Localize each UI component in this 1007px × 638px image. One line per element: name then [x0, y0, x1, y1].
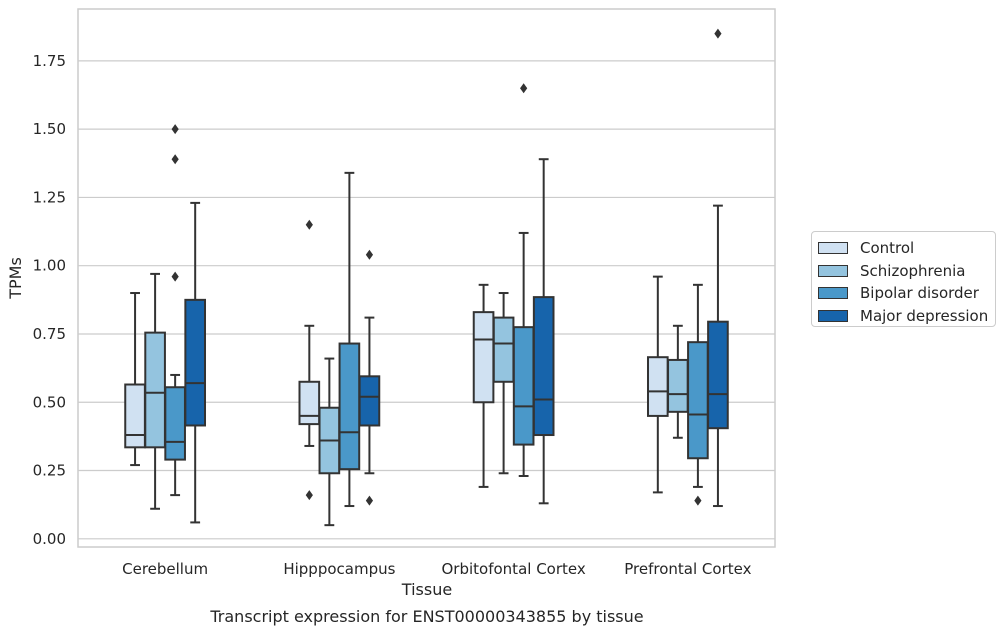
outlier-point: [365, 495, 374, 506]
legend-swatch: [818, 264, 848, 277]
outlier-point: [520, 83, 528, 94]
box-iqr: [184, 298, 207, 427]
outlier-point: [365, 249, 374, 260]
box-iqr: [144, 331, 166, 449]
box-0-0: [124, 292, 146, 467]
box-0-1: [144, 272, 166, 510]
chart-caption: Transcript expression for ENST0000034385…: [209, 607, 643, 626]
legend-swatch: [818, 242, 848, 255]
box-3-2: [687, 283, 709, 506]
box-1-3: [358, 249, 381, 506]
x-tick-label: Cerebellum: [122, 560, 208, 578]
box-2-3: [532, 158, 555, 505]
x-tick-labels: Cerebellum Hipppocampus Orbitofontal Corte…: [122, 560, 751, 578]
x-tick-label: Hipppocampus: [283, 560, 395, 578]
legend-item: Bipolar disorder: [818, 282, 995, 305]
box-iqr: [646, 356, 669, 417]
box-iqr: [124, 383, 146, 449]
box-1-1: [318, 357, 341, 527]
box-1-2: [338, 171, 361, 508]
outlier-point: [714, 28, 722, 39]
y-tick-label: 1.75: [33, 52, 66, 70]
box-iqr: [472, 311, 495, 404]
box-iqr: [687, 341, 709, 460]
box-3-1: [667, 324, 689, 439]
outlier-point: [305, 219, 313, 230]
legend-label: Schizophrenia: [860, 261, 966, 280]
gridlines: [78, 60, 775, 540]
legend-item: Schizophrenia: [818, 260, 995, 283]
y-axis-label: TPMs: [6, 257, 25, 300]
box-3-3: [707, 28, 729, 508]
y-tick-label: 1.25: [33, 188, 66, 206]
box-3-0: [646, 275, 669, 494]
boxes: [124, 28, 729, 527]
box-2-0: [472, 283, 495, 488]
outlier-point: [305, 490, 313, 501]
outlier-point: [694, 495, 702, 506]
legend-label: Bipolar disorder: [860, 284, 979, 303]
box-iqr: [298, 380, 321, 426]
box-iqr: [532, 296, 555, 437]
box-iqr: [358, 375, 381, 427]
outlier-point: [171, 271, 179, 282]
legend-item: Control: [818, 237, 995, 260]
box-1-0: [298, 219, 321, 501]
y-tick-label: 1.00: [33, 257, 66, 275]
legend-swatch: [818, 287, 848, 300]
box-iqr: [492, 316, 515, 383]
box-iqr: [512, 326, 535, 446]
outlier-point: [171, 124, 179, 135]
y-tick-label: 1.50: [33, 120, 66, 138]
box-iqr: [707, 320, 729, 430]
x-axis-label: Tissue: [401, 580, 452, 599]
box-2-1: [492, 292, 515, 475]
box-0-3: [184, 201, 207, 524]
x-tick-label: Orbitofontal Cortex: [442, 560, 586, 578]
x-tick-label: Prefrontal Cortex: [624, 560, 751, 578]
box-iqr: [164, 386, 186, 461]
legend-swatch: [818, 309, 848, 322]
box-0-2: [164, 124, 186, 497]
legend: Control Schizophrenia Bipolar disorder Majo…: [811, 231, 996, 327]
y-tick-label: 0.50: [33, 393, 66, 411]
box-iqr: [338, 342, 361, 471]
y-tick-labels: 0.00 0.25 0.50 0.75 1.00 1.25 1.50 1.75: [33, 52, 66, 548]
legend-label: Major depression: [860, 306, 989, 325]
legend-item: Major depression: [818, 305, 995, 328]
box-iqr: [667, 358, 689, 413]
y-tick-label: 0.00: [33, 530, 66, 548]
plot-frame: [77, 8, 776, 548]
y-tick-label: 0.75: [33, 325, 66, 343]
box-2-2: [512, 83, 535, 477]
outlier-point: [171, 154, 179, 165]
legend-label: Control: [860, 239, 915, 258]
y-tick-label: 0.25: [33, 462, 66, 480]
